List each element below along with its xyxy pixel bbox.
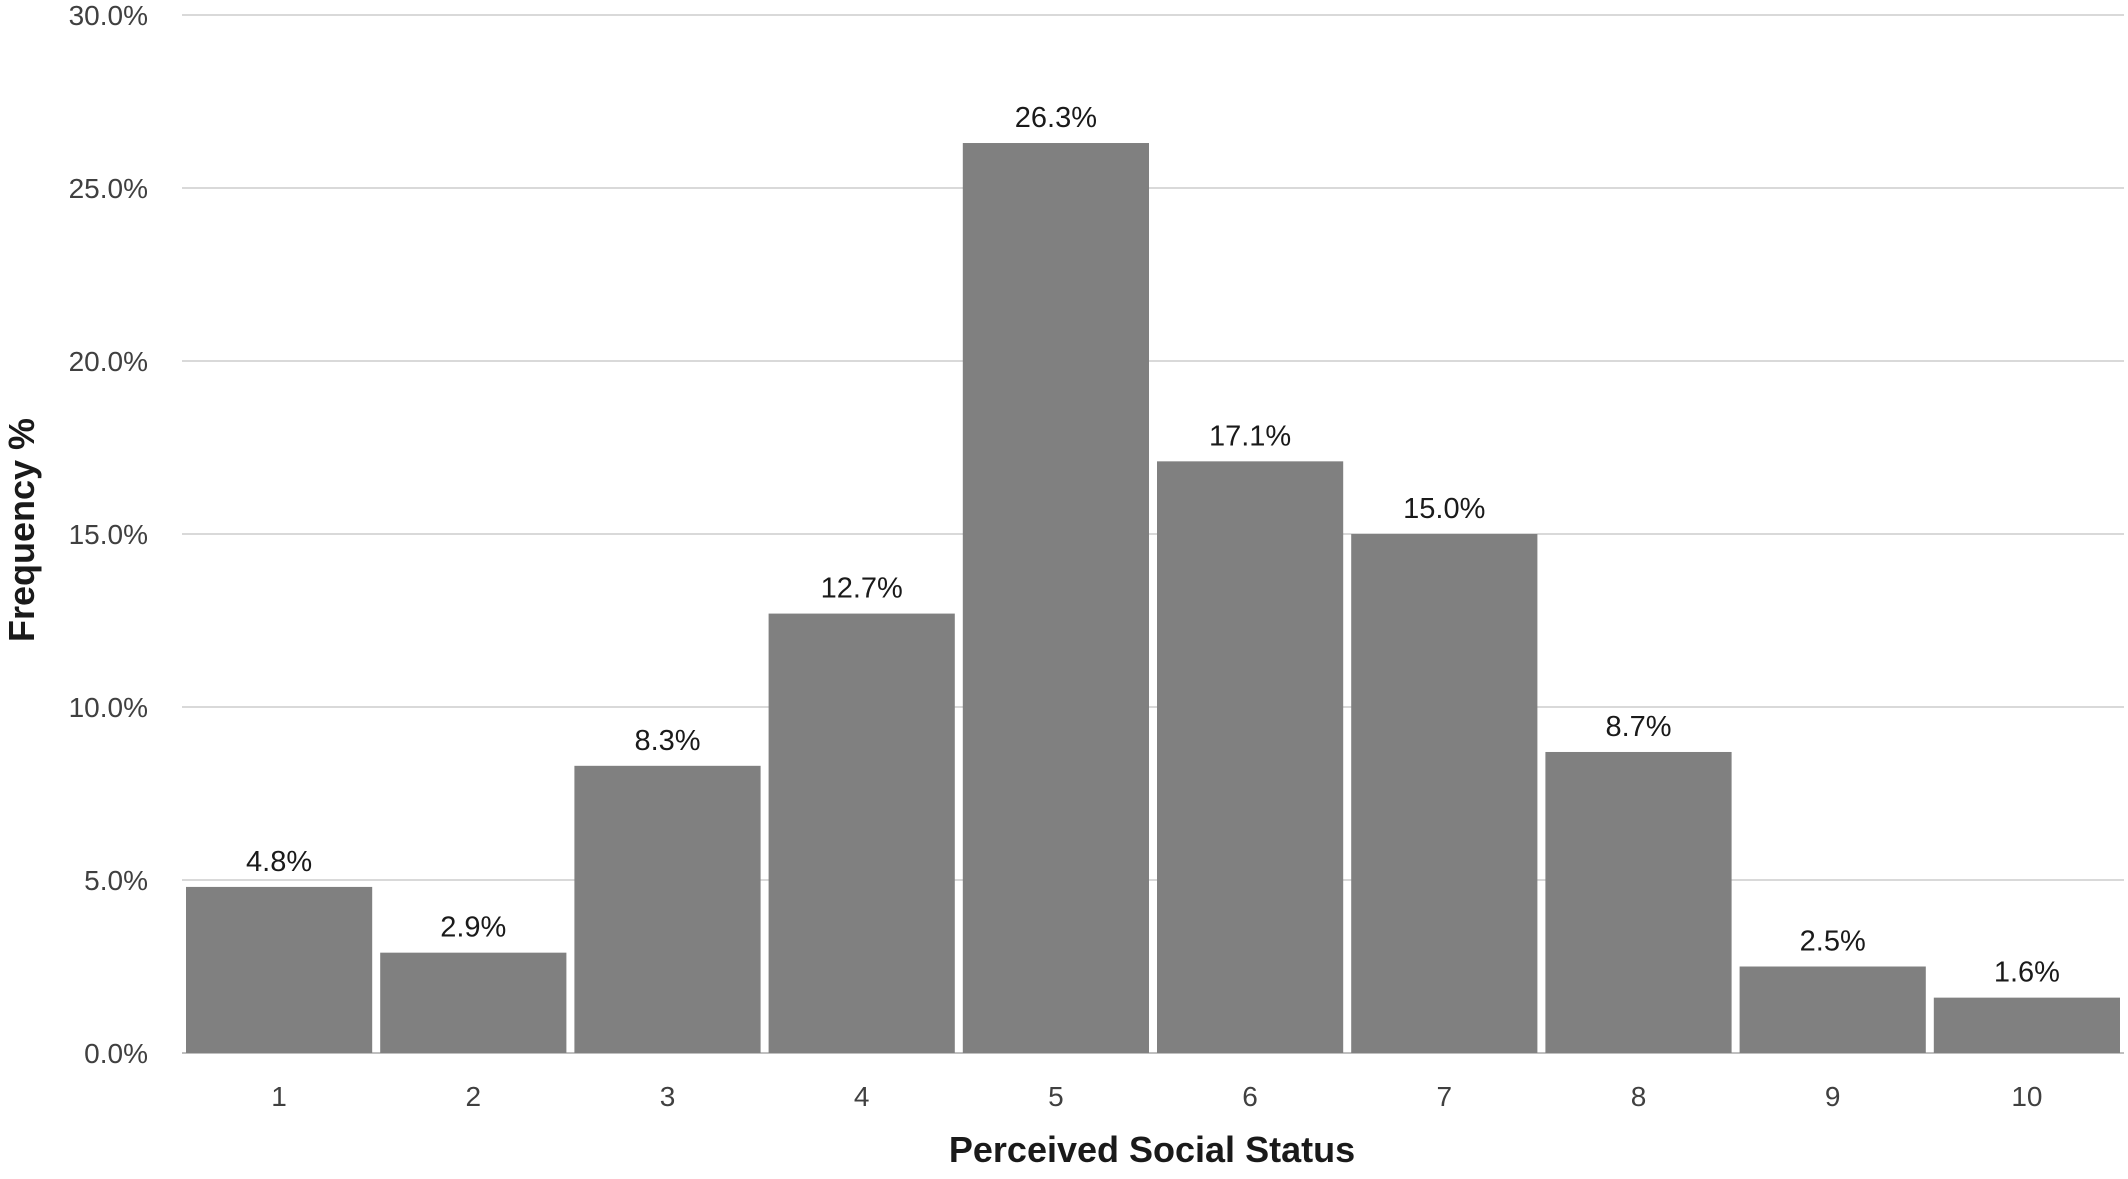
- y-axis-title: Frequency %: [1, 418, 42, 642]
- x-tick-label: 5: [1048, 1081, 1064, 1112]
- data-label: 2.9%: [440, 912, 506, 944]
- bar: [1351, 534, 1538, 1053]
- y-axis-ticks: 0.0% 5.0% 10.0% 15.0% 20.0% 25.0% 30.0%: [69, 0, 148, 1069]
- data-label: 17.1%: [1209, 420, 1291, 452]
- x-tick-label: 7: [1437, 1081, 1453, 1112]
- x-axis-ticks: 1 2 3 4 5 6 7 8 9 10: [271, 1081, 2042, 1112]
- y-tick-label: 0.0%: [84, 1038, 148, 1069]
- bar: [1545, 751, 1732, 1053]
- bar: [768, 613, 955, 1053]
- bar: [1933, 997, 2120, 1053]
- bars: [186, 143, 2120, 1054]
- data-label: 2.5%: [1800, 926, 1866, 958]
- data-label: 15.0%: [1403, 493, 1485, 525]
- data-label: 12.7%: [821, 573, 903, 605]
- x-tick-label: 2: [466, 1081, 482, 1112]
- bar: [186, 886, 373, 1053]
- bar: [1739, 966, 1926, 1053]
- data-label: 1.6%: [1994, 957, 2060, 989]
- x-tick-label: 9: [1825, 1081, 1841, 1112]
- x-tick-label: 6: [1242, 1081, 1258, 1112]
- data-labels: 4.8% 2.9% 8.3% 12.7% 26.3% 17.1% 15.0% 8.7% 2.5%…: [246, 102, 2060, 989]
- y-tick-label: 5.0%: [84, 865, 148, 896]
- x-tick-label: 1: [271, 1081, 287, 1112]
- bar: [962, 143, 1149, 1053]
- x-axis-title: Perceived Social Status: [949, 1129, 1355, 1170]
- y-tick-label: 25.0%: [69, 173, 148, 204]
- data-label: 26.3%: [1015, 102, 1097, 134]
- x-tick-label: 3: [660, 1081, 676, 1112]
- bar: [1157, 461, 1344, 1054]
- x-tick-label: 10: [2011, 1081, 2042, 1112]
- data-label: 4.8%: [246, 846, 312, 878]
- gridlines: [182, 14, 2124, 1054]
- y-tick-label: 10.0%: [69, 692, 148, 723]
- y-tick-label: 20.0%: [69, 346, 148, 377]
- y-tick-label: 15.0%: [69, 519, 148, 550]
- x-tick-label: 4: [854, 1081, 870, 1112]
- bar: [380, 952, 567, 1053]
- data-label: 8.7%: [1605, 711, 1671, 743]
- bar: [574, 765, 761, 1053]
- y-tick-label: 30.0%: [69, 0, 148, 31]
- data-label: 8.3%: [634, 725, 700, 757]
- x-tick-label: 8: [1631, 1081, 1647, 1112]
